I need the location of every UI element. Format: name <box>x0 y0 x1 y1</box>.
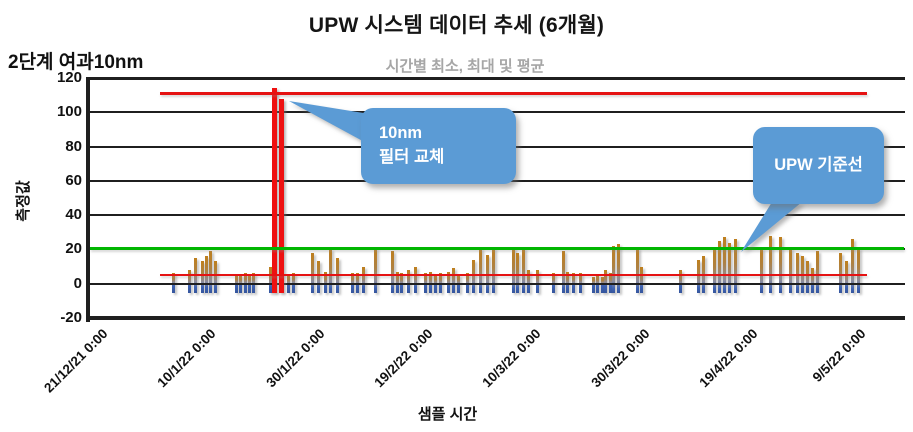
chart-title: UPW 시스템 데이터 추세 (6개월) <box>308 14 605 37</box>
measurement-bar <box>310 252 314 294</box>
lower-control-line-line <box>160 273 867 277</box>
measurement-bar <box>406 270 410 294</box>
measurement-bar <box>844 261 848 294</box>
measurement-bar <box>213 261 217 294</box>
measurement-bar <box>328 249 332 294</box>
measurement-bar <box>795 252 799 294</box>
y-axis-line <box>86 76 90 322</box>
baseline-callout-text: UPW 기준선 <box>774 155 863 174</box>
measurement-bar <box>361 266 365 294</box>
measurement-bar <box>268 266 272 294</box>
measurement-bar <box>838 252 842 294</box>
measurement-bar <box>727 242 731 294</box>
measurement-bar <box>200 261 204 294</box>
measurement-bar <box>491 247 495 294</box>
measurement-bar <box>187 270 191 294</box>
measurement-bar <box>768 235 772 294</box>
measurement-bar <box>810 268 814 294</box>
measurement-bar <box>815 251 819 294</box>
y-tick-label: -20 <box>60 309 82 326</box>
upper-control-line-line <box>160 91 867 95</box>
baseline-callout-pointer <box>741 202 802 252</box>
measurement-bar <box>639 266 643 294</box>
y-tick-label: 0 <box>73 274 82 292</box>
gridline <box>90 316 905 320</box>
upw-baseline-callout: UPW 기준선 <box>753 127 884 204</box>
measurement-bar <box>565 271 569 294</box>
measurement-bar <box>485 254 489 294</box>
filter-stage-label: 2단계 여과10nm <box>8 52 144 73</box>
measurement-bar <box>526 270 530 294</box>
measurement-bar <box>616 244 620 294</box>
upw-baseline-line <box>90 247 904 251</box>
filter-replacement-callout: 10nm 필터 교체 <box>361 108 516 184</box>
y-tick-label: 60 <box>65 171 82 189</box>
measurement-bar <box>722 237 726 294</box>
measurement-bar <box>515 252 519 294</box>
measurement-bar <box>856 247 860 294</box>
measurement-bar <box>733 239 737 294</box>
y-tick-label: 40 <box>65 206 82 224</box>
measurement-bar <box>208 251 212 294</box>
y-tick-label: 80 <box>65 137 82 155</box>
measurement-bar <box>788 247 792 294</box>
measurement-bar <box>778 237 782 294</box>
measurement-bar <box>850 239 854 294</box>
measurement-bar <box>521 247 525 294</box>
x-tick-label: 9/5/22 0:00 <box>809 326 869 385</box>
measurement-bar <box>535 270 539 294</box>
measurement-bar <box>717 240 721 294</box>
measurement-bar <box>561 251 565 294</box>
y-axis-title: 측정값 <box>15 180 32 222</box>
measurement-bar <box>678 270 682 294</box>
measurement-bar <box>390 251 394 294</box>
measurement-bar <box>323 271 327 294</box>
measurement-bar <box>591 276 595 294</box>
gridline <box>90 214 905 217</box>
measurement-bar <box>471 259 475 294</box>
measurement-bar <box>603 270 607 294</box>
measurement-bar <box>478 247 482 294</box>
y-tick-label: 20 <box>65 240 82 258</box>
measurement-bar <box>316 261 320 294</box>
y-tick-label: 100 <box>56 103 82 121</box>
measurement-bar <box>395 271 399 294</box>
event-spike-bar <box>278 98 284 294</box>
measurement-bar <box>696 259 700 294</box>
filter-callout-line2: 필터 교체 <box>379 148 445 166</box>
gridline <box>90 282 905 285</box>
measurement-bar <box>428 271 432 294</box>
measurement-bar <box>600 276 604 294</box>
x-axis-title: 샘플 시간 <box>417 406 478 423</box>
measurement-bar <box>413 266 417 294</box>
gridline <box>90 76 905 80</box>
measurement-bar <box>635 247 639 294</box>
measurement-bar <box>446 271 450 294</box>
measurement-bar <box>611 246 615 294</box>
filter-callout-line1: 10nm <box>379 124 423 143</box>
measurement-bar <box>511 247 515 294</box>
measurement-bar <box>451 268 455 294</box>
event-spike-bar <box>271 88 277 294</box>
measurement-bar <box>712 247 716 294</box>
chart-subtitle: 시간별 최소, 최대 및 평균 <box>385 58 545 75</box>
y-tick-label: 120 <box>56 69 82 86</box>
measurement-bar <box>373 247 377 294</box>
measurement-bar <box>805 261 809 294</box>
measurement-bar <box>759 247 763 294</box>
